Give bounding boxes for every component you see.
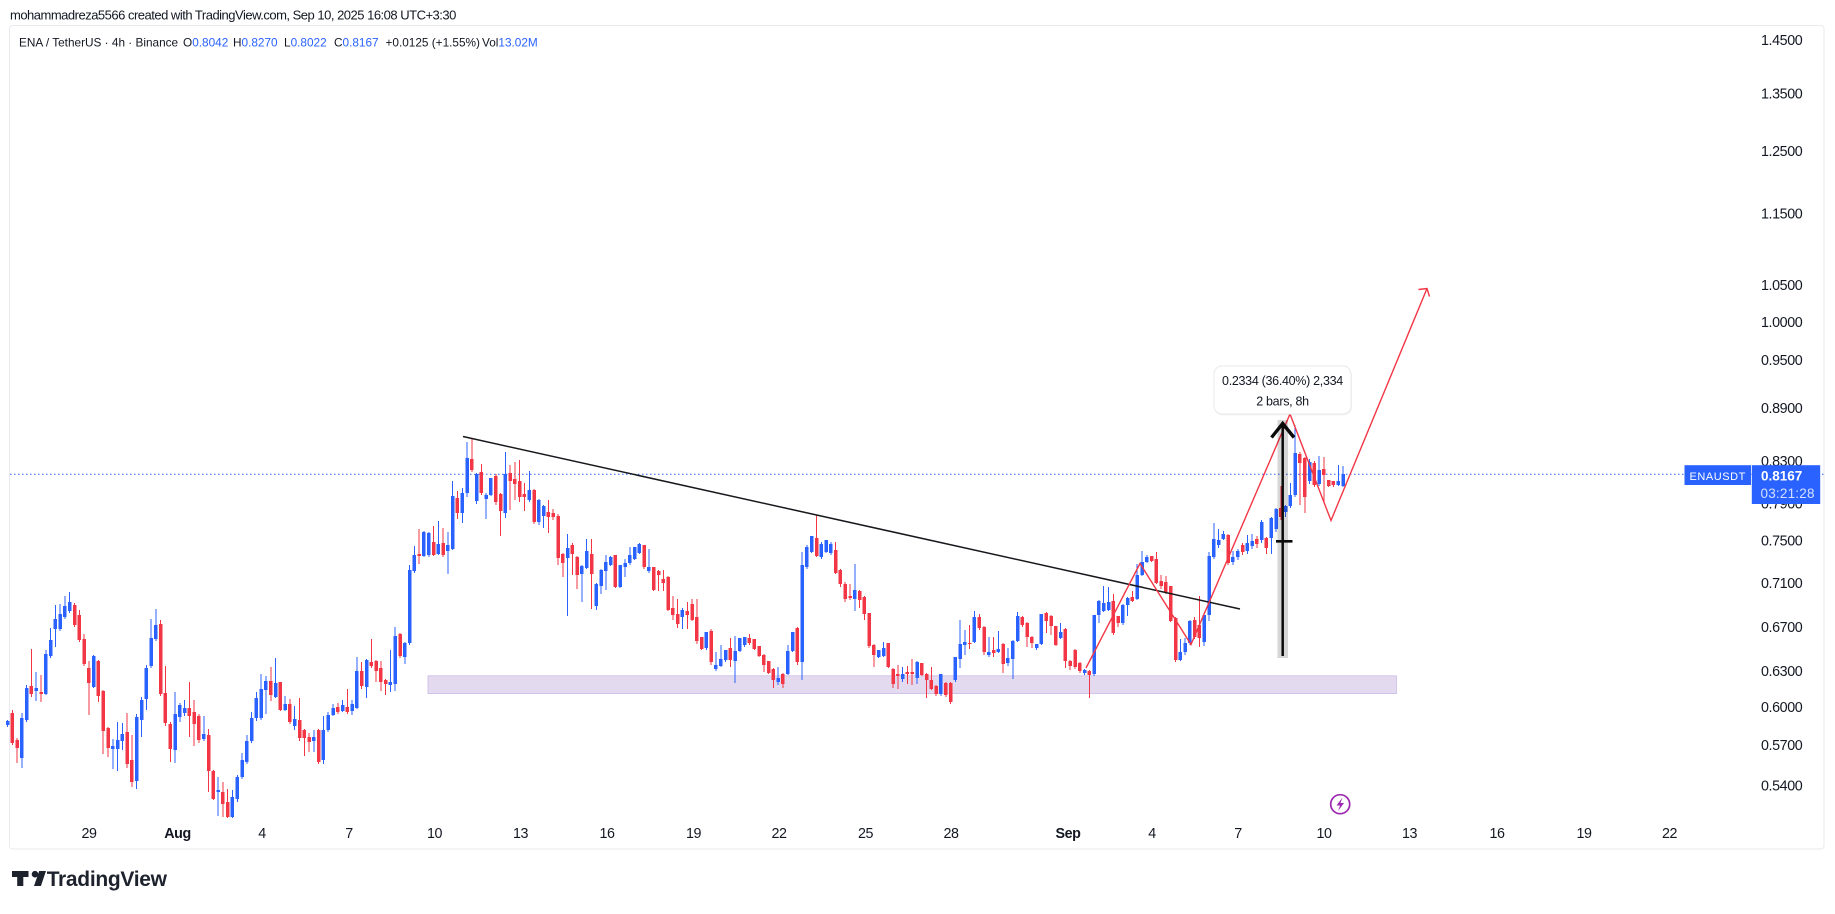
- svg-text:10: 10: [427, 826, 443, 842]
- svg-text:Aug: Aug: [164, 826, 191, 842]
- svg-text:4: 4: [1148, 826, 1156, 842]
- svg-text:03:21:28: 03:21:28: [1761, 486, 1815, 501]
- svg-text:25: 25: [858, 826, 874, 842]
- svg-text:O0.8042: O0.8042: [183, 36, 228, 50]
- svg-text:0.5400: 0.5400: [1761, 779, 1803, 795]
- svg-text:19: 19: [1576, 826, 1592, 842]
- svg-text:16: 16: [1489, 826, 1505, 842]
- svg-text:0.7100: 0.7100: [1761, 576, 1803, 592]
- svg-text:1.0000: 1.0000: [1761, 315, 1803, 331]
- svg-text:C0.8167: C0.8167: [334, 36, 379, 50]
- svg-text:0.7500: 0.7500: [1761, 534, 1803, 550]
- svg-text:H0.8270: H0.8270: [233, 36, 278, 50]
- svg-text:29: 29: [81, 826, 97, 842]
- svg-text:7: 7: [345, 826, 353, 842]
- svg-text:ENA / TetherUS · 4h · Binance: ENA / TetherUS · 4h · Binance: [19, 36, 179, 50]
- svg-text:+0.0125 (+1.55%): +0.0125 (+1.55%): [386, 36, 481, 50]
- svg-text:0.2334 (36.40%) 2,334: 0.2334 (36.40%) 2,334: [1222, 374, 1343, 388]
- svg-text:0.6300: 0.6300: [1761, 664, 1803, 680]
- svg-text:0.8167: 0.8167: [1761, 469, 1802, 484]
- svg-text:28: 28: [943, 826, 959, 842]
- svg-text:10: 10: [1316, 826, 1332, 842]
- svg-text:2 bars, 8h: 2 bars, 8h: [1256, 395, 1309, 409]
- svg-text:0.6700: 0.6700: [1761, 620, 1803, 636]
- svg-text:19: 19: [686, 826, 702, 842]
- svg-text:0.9500: 0.9500: [1761, 353, 1803, 369]
- svg-text:0.8900: 0.8900: [1761, 401, 1803, 417]
- svg-text:0.5700: 0.5700: [1761, 738, 1803, 754]
- svg-text:Vol13.02M: Vol13.02M: [482, 36, 538, 50]
- svg-text:L0.8022: L0.8022: [284, 36, 327, 50]
- svg-text:4: 4: [258, 826, 266, 842]
- svg-text:TradingView: TradingView: [47, 868, 168, 891]
- svg-text:13: 13: [1402, 826, 1418, 842]
- svg-text:Sep: Sep: [1055, 826, 1081, 842]
- svg-text:1.2500: 1.2500: [1761, 144, 1803, 160]
- svg-text:1.1500: 1.1500: [1761, 207, 1803, 223]
- svg-text:22: 22: [771, 826, 787, 842]
- svg-text:1.3500: 1.3500: [1761, 87, 1803, 103]
- svg-text:1.4500: 1.4500: [1761, 33, 1803, 49]
- svg-text:ENAUSDT: ENAUSDT: [1690, 471, 1746, 483]
- svg-text:mohammadreza5566 created with: mohammadreza5566 created with TradingVie…: [10, 8, 456, 23]
- svg-text:0.6000: 0.6000: [1761, 700, 1803, 716]
- svg-text:7: 7: [1234, 826, 1242, 842]
- svg-text:22: 22: [1662, 826, 1678, 842]
- svg-text:16: 16: [599, 826, 615, 842]
- svg-text:13: 13: [513, 826, 529, 842]
- svg-text:1.0500: 1.0500: [1761, 278, 1803, 294]
